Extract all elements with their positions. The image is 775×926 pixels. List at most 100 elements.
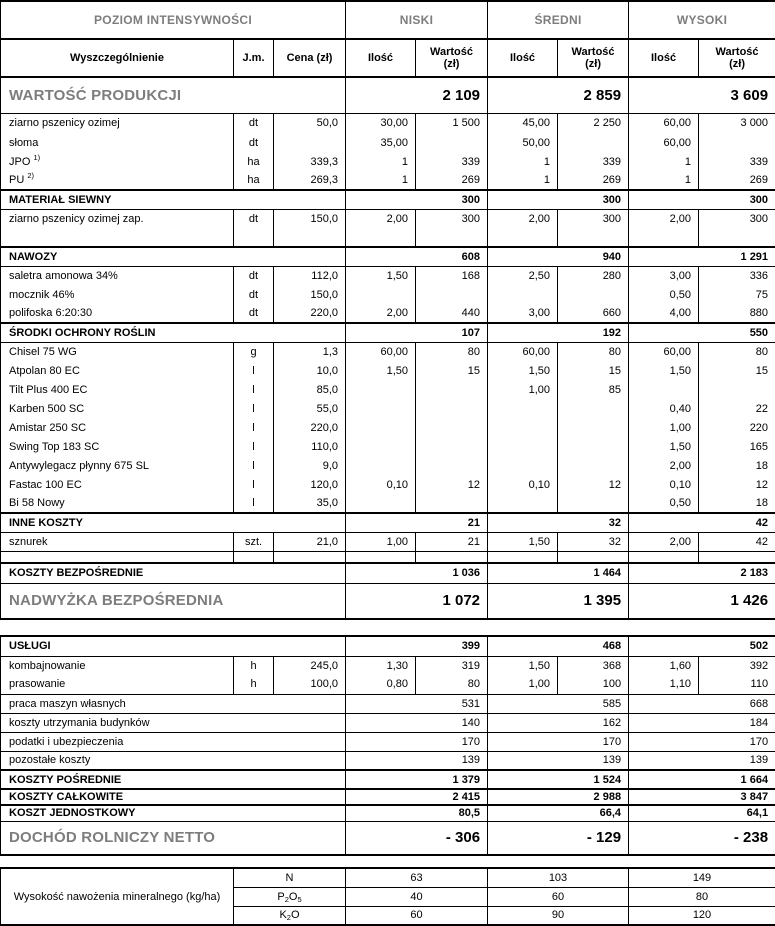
cell-value: 339	[699, 152, 775, 171]
section-label: WARTOŚĆ PRODUKCJI	[1, 77, 346, 113]
cell-unit: l	[234, 437, 274, 456]
cell-price: 10,0	[274, 361, 346, 380]
cell-qty: 0,10	[346, 475, 416, 494]
row-label: sznurek	[1, 532, 234, 551]
cell-unit: l	[234, 399, 274, 418]
fertilizer-label: Wysokość nawożenia mineralnego (kg/ha)	[1, 868, 234, 925]
section-value: 139	[488, 751, 629, 770]
row-label: Antywylegacz płynny 675 SL	[1, 456, 234, 475]
row-label: ziarno pszenicy ozimej	[1, 113, 234, 133]
cell-value: 18	[699, 494, 775, 513]
cell-value: 269	[416, 171, 488, 190]
section-value: - 129	[488, 821, 629, 855]
section-value: 107	[346, 323, 488, 342]
cell-price	[274, 228, 346, 247]
header-level: NISKI	[346, 1, 488, 39]
cell-qty	[629, 380, 699, 399]
cell-unit: ha	[234, 152, 274, 171]
section-label: NADWYŻKA BEZPOŚREDNIA	[1, 583, 346, 619]
cell-value	[416, 418, 488, 437]
cell-unit: l	[234, 456, 274, 475]
cell-value	[416, 285, 488, 304]
cell-unit: ha	[234, 171, 274, 190]
cell-qty: 1,00	[488, 675, 558, 694]
cell-value: 392	[699, 656, 775, 675]
cell-qty	[346, 399, 416, 418]
cell-value	[558, 228, 629, 247]
cell-unit: dt	[234, 304, 274, 323]
section-value: 399	[346, 636, 488, 656]
cell-qty: 2,00	[346, 304, 416, 323]
section-label: KOSZT JEDNOSTKOWY	[1, 805, 346, 821]
cell-value	[558, 285, 629, 304]
row-label: Swing Top 183 SC	[1, 437, 234, 456]
cell-qty: 1,50	[488, 532, 558, 551]
section-value: 184	[629, 713, 775, 732]
section-value: 139	[346, 751, 488, 770]
cell-value	[416, 551, 488, 563]
cell-qty: 0,50	[629, 285, 699, 304]
cell-qty: 2,00	[629, 209, 699, 228]
cell-dose: 60	[488, 887, 629, 906]
cell-value: 339	[558, 152, 629, 171]
cell-value: 368	[558, 656, 629, 675]
cell-unit: l	[234, 418, 274, 437]
row-label: Chisel 75 WG	[1, 342, 234, 361]
row-label: mocznik 46%	[1, 285, 234, 304]
cell-qty: 2,00	[629, 456, 699, 475]
section-value: 170	[488, 732, 629, 751]
cell-price: 339,3	[274, 152, 346, 171]
cell-qty: 2,00	[629, 532, 699, 551]
section-value: 3 847	[629, 789, 775, 805]
section-label: MATERIAŁ SIEWNY	[1, 190, 346, 209]
cell-qty: 1	[629, 171, 699, 190]
cell-value: 336	[699, 266, 775, 285]
row-label: Karben 500 SC	[1, 399, 234, 418]
cell-value: 880	[699, 304, 775, 323]
cell-price: 9,0	[274, 456, 346, 475]
header-qty: Ilość	[346, 39, 416, 77]
cell-dose: 103	[488, 868, 629, 887]
cell-qty	[346, 228, 416, 247]
section-value: 1 036	[346, 563, 488, 583]
cell-qty: 50,00	[488, 133, 558, 152]
cell-qty: 60,00	[629, 133, 699, 152]
section-value: 139	[629, 751, 775, 770]
cell-qty: 0,10	[629, 475, 699, 494]
cell-value: 15	[416, 361, 488, 380]
cell-value	[416, 380, 488, 399]
section-value: 531	[346, 694, 488, 713]
cell-unit: g	[234, 342, 274, 361]
section-value: 940	[488, 247, 629, 266]
section-value: 550	[629, 323, 775, 342]
cell-qty: 1,50	[488, 656, 558, 675]
section-value: 300	[346, 190, 488, 209]
cell-value: 15	[558, 361, 629, 380]
cell-qty: 1,50	[629, 437, 699, 456]
cell-value	[558, 551, 629, 563]
cell-value: 269	[558, 171, 629, 190]
section-value: 1 664	[629, 770, 775, 789]
section-label: KOSZTY BEZPOŚREDNIE	[1, 563, 346, 583]
row-label: PU 2)	[1, 171, 234, 190]
cell-value: 339	[416, 152, 488, 171]
cell-unit	[234, 228, 274, 247]
cell-value	[558, 133, 629, 152]
cell-qty: 0,10	[488, 475, 558, 494]
section-value: 2 415	[346, 789, 488, 805]
section-value: - 238	[629, 821, 775, 855]
